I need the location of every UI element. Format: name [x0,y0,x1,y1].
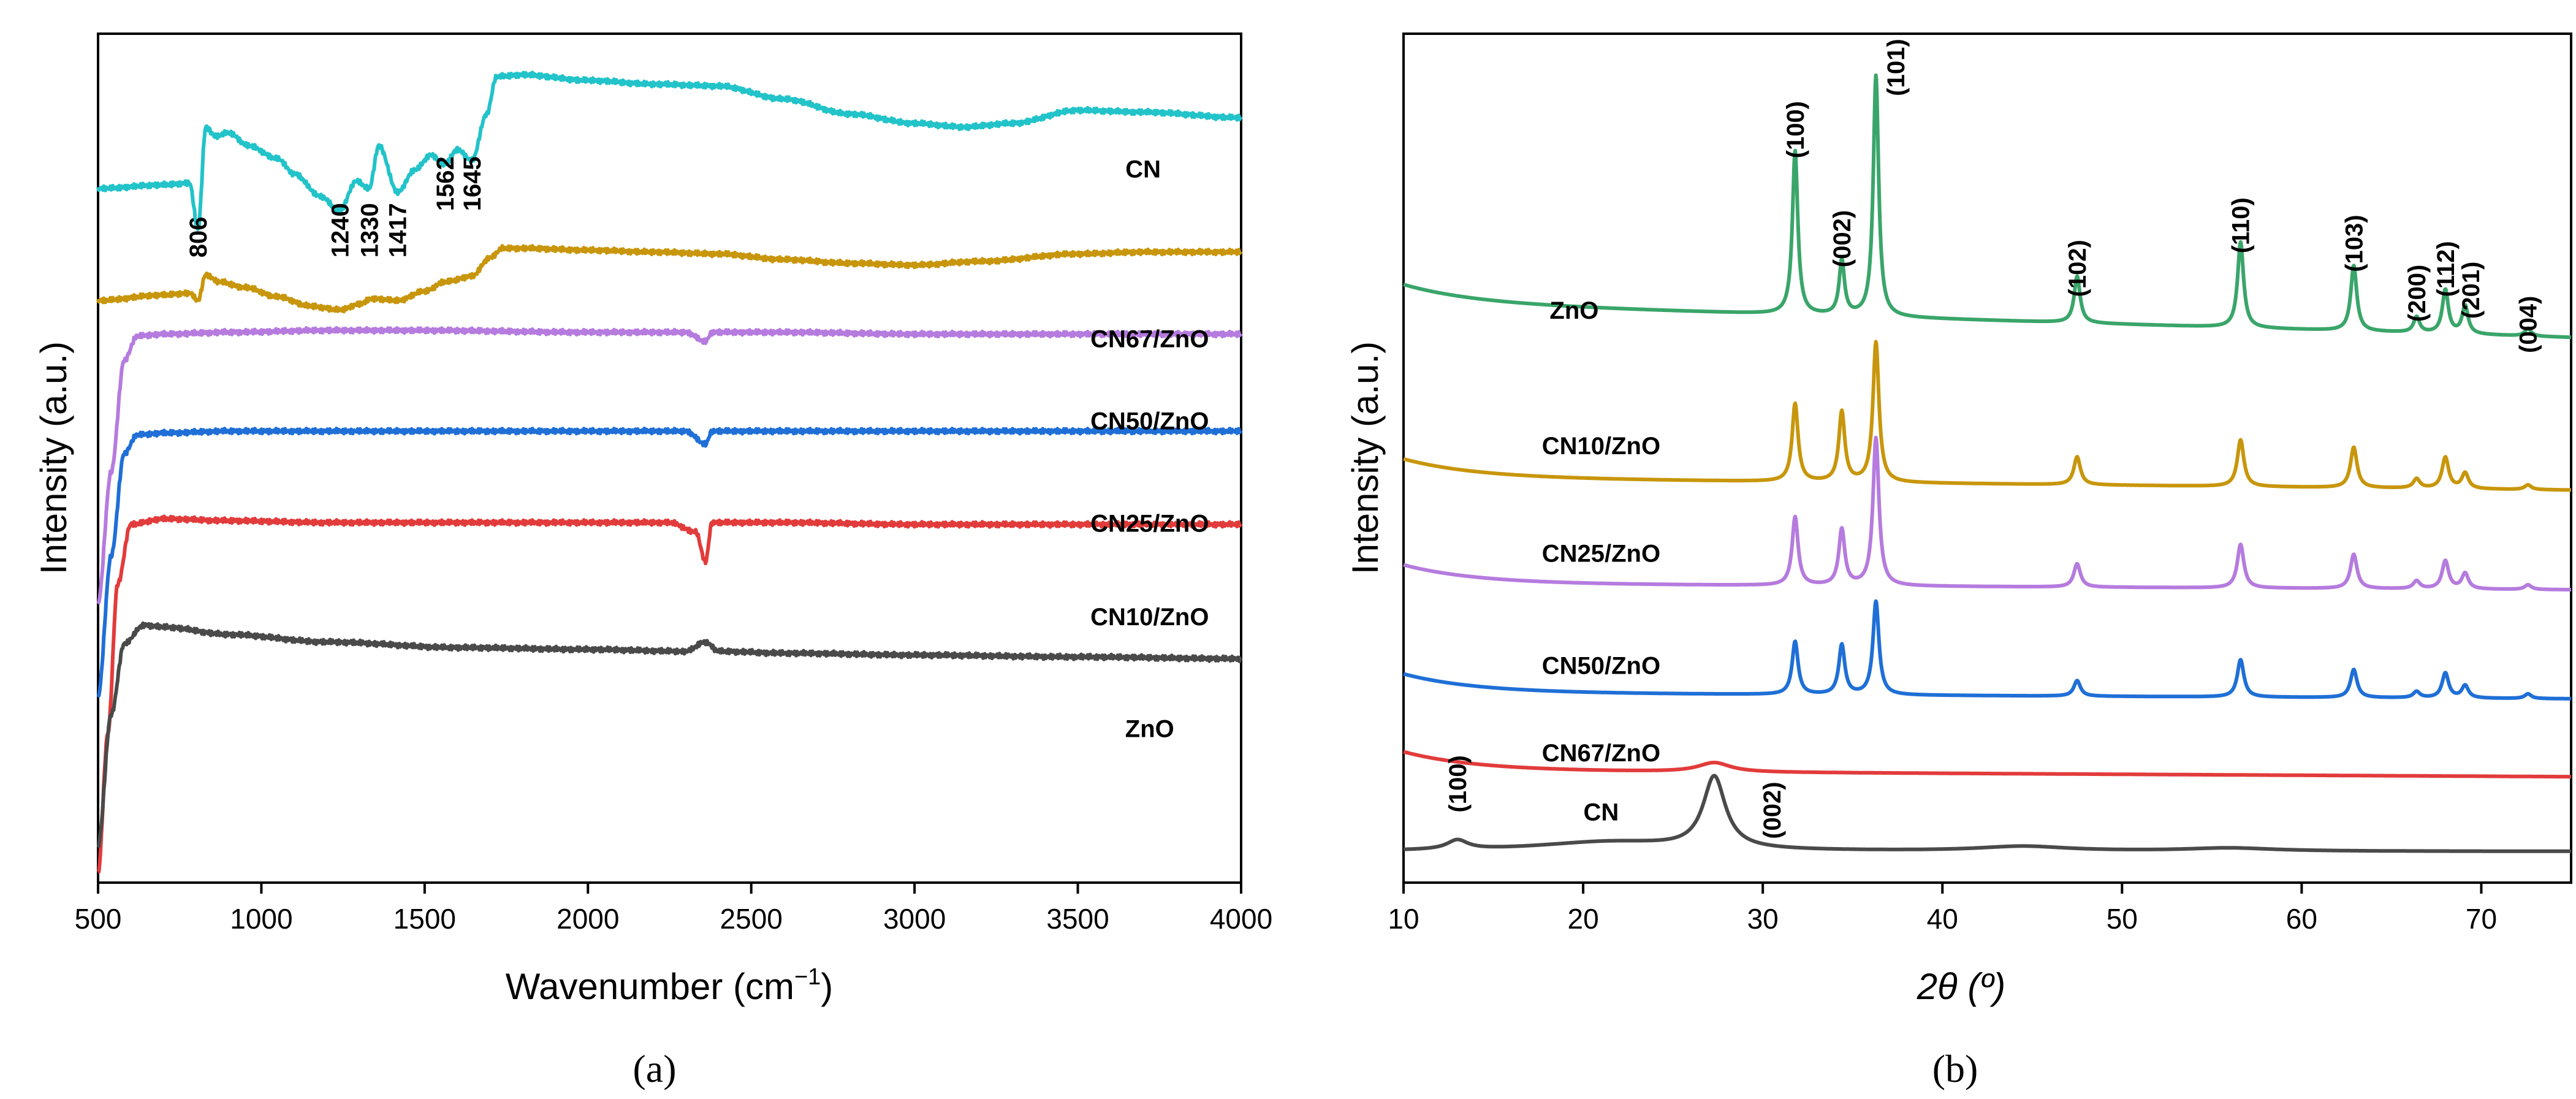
series-label-cn50-zno: CN50/ZnO [1090,408,1209,435]
series-label-zno: ZnO [1125,716,1174,743]
panel-b-plot-frame [1402,32,2572,884]
peak-annotation-002: (002) [1759,781,1786,839]
x-tick-label: 50 [2107,903,2138,935]
series-label-cn: CN [1583,799,1619,826]
x-tick-label: 70 [2466,903,2497,935]
panel-b-series-labels: ZnO CN10/ZnO CN25/ZnO CN50/ZnO CN67/ZnO CN [1542,297,1660,826]
panel-a-series [96,70,1243,874]
panel-a-label: (a) [633,1047,676,1090]
series-label-cn: CN [1125,156,1161,183]
x-tick-label: 60 [2286,903,2317,935]
peak-annotation-100: (100) [1445,755,1472,812]
x-tick-label: 2000 [557,903,619,935]
peak-annotation-200: (200) [2404,265,2431,322]
series-cn-line [1402,774,2572,853]
x-tick-label: 4000 [1210,903,1272,935]
panel-b-x-ticks: 10 20 30 40 50 60 70 [1388,883,2497,935]
series-cn67-zno-line [96,244,1243,314]
x-tick-label: 20 [1567,903,1598,935]
x-tick-label: 3000 [883,903,946,935]
panel-b-label: (b) [1932,1047,1978,1090]
x-tick-label: 40 [1927,903,1958,935]
x-tick-label: 500 [75,903,122,935]
series-label-cn67-zno: CN67/ZnO [1542,740,1660,767]
peak-annotation-110: (110) [2228,197,2255,253]
x-tick-label: 2500 [720,903,783,935]
series-label-cn67-zno: CN67/ZnO [1090,325,1209,352]
panel-a-series-labels: CN CN67/ZnO CN50/ZnO CN25/ZnO CN10/ZnO ZnO [1090,156,1209,742]
series-label-zno: ZnO [1549,297,1598,324]
series-cn-line [96,70,1243,231]
series-label-cn50-zno: CN50/ZnO [1542,652,1660,679]
panel-a-x-axis-title: Wavenumber (cm−1) [506,964,834,1007]
peak-annotation-103: (103) [2341,215,2368,272]
series-cn25-zno-line [96,427,1243,698]
peak-annotation-112: (112) [2433,241,2460,297]
panel-b-y-axis-title: Intensity (a.u.) [1345,341,1386,574]
panel-a-y-axis-title: Intensity (a.u.) [33,341,74,574]
peak-annotation-1562: 1562 [432,156,459,211]
panel-b-series [1402,73,2572,853]
series-label-cn10-zno: CN10/ZnO [1090,604,1209,631]
panel-a-plot-frame [97,32,1242,884]
series-cn50-zno-line [1402,599,2572,701]
series-label-cn10-zno: CN10/ZnO [1542,433,1660,460]
series-zno-line [1402,73,2572,340]
series-cn10-zno-line [97,514,1243,874]
x-tick-label: 3500 [1046,903,1109,935]
peak-annotation-201: (201) [2458,262,2485,319]
x-tick-label: 10 [1388,903,1419,935]
series-cn25-zno-line [1402,435,2572,591]
panel-b-x-axis-title: 2θ (º) [1917,966,2005,1007]
panel-a-x-ticks: 500 1000 1500 2000 2500 3000 3500 4000 [75,883,1272,935]
series-label-cn25-zno: CN25/ZnO [1542,540,1660,567]
panel-a-annotations: 806 1240 1330 1417 1562 1645 [185,156,486,257]
peak-annotation-002: (002) [1829,210,1856,267]
x-tick-label: 1000 [230,903,292,935]
peak-annotation-1417: 1417 [385,203,412,257]
series-cn10-zno-line [1402,340,2572,492]
panel-b-annotations: (100) (002) (101) (102) (110) (103) (200) (112)… [1445,39,2542,839]
x-tick-label: 30 [1747,903,1779,935]
peak-annotation-004: (004) [2515,296,2542,353]
series-label-cn25-zno: CN25/ZnO [1090,511,1209,538]
peak-annotation-101: (101) [1883,39,1910,96]
series-cn67-zno-line [1402,750,2572,779]
peak-annotation-1330: 1330 [356,203,383,257]
series-cn50-zno-line [96,325,1243,604]
series-zno-line [96,621,1242,848]
panel-b-chart: 10 20 30 40 50 60 70 (100) (002) (101) (102) (110)… [1345,32,2572,1090]
peak-annotation-806: 806 [185,217,212,258]
panel-a-chart: 500 1000 1500 2000 2500 3000 3500 4000 806 1240 1… [33,32,1272,1090]
peak-annotation-102: (102) [2064,240,2091,297]
x-tick-label: 1500 [393,903,456,935]
peak-annotation-100: (100) [1782,101,1809,158]
peak-annotation-1240: 1240 [327,203,354,257]
peak-annotation-1645: 1645 [459,156,486,211]
